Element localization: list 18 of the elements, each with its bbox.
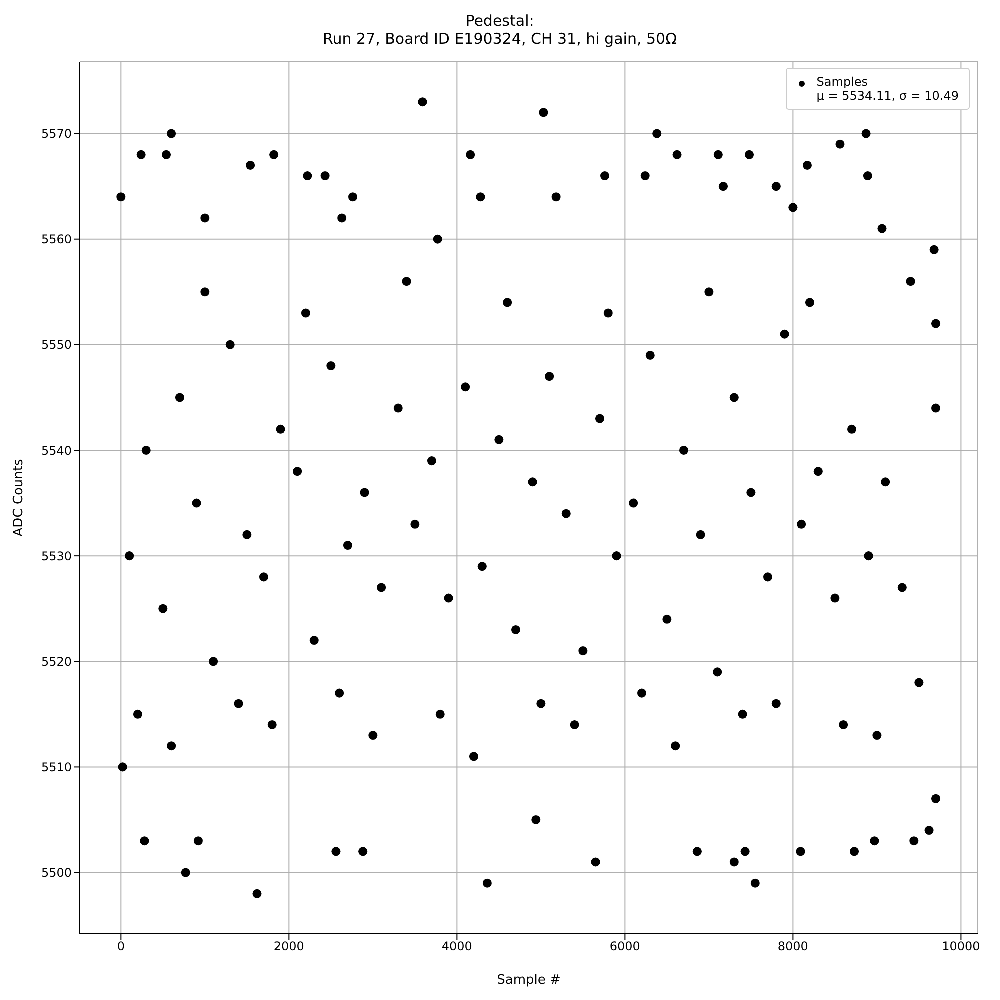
legend-label: Samples μ = 5534.11, σ = 10.49	[816, 75, 959, 103]
y-tick-label: 5520	[41, 654, 72, 669]
y-tick-label: 5570	[41, 127, 72, 142]
y-tick-label: 5550	[41, 338, 72, 352]
y-tick-label: 5500	[41, 866, 72, 880]
x-tick-label: 8000	[778, 940, 808, 954]
x-tick-label: 6000	[610, 940, 640, 954]
y-tick-label: 5560	[41, 232, 72, 247]
x-tick-label: 4000	[442, 940, 472, 954]
x-tick-label: 10000	[942, 940, 980, 954]
y-axis-title: ADC Counts	[12, 459, 27, 537]
x-tick-label: 2000	[274, 940, 304, 954]
chart-title: Pedestal: Run 27, Board ID E190324, CH 31, hi gain, 50Ω	[322, 11, 678, 50]
y-tick-label: 5530	[41, 549, 72, 564]
x-tick-label: 0	[117, 940, 125, 954]
y-tick-label: 5540	[41, 444, 72, 458]
x-axis-title: Sample #	[497, 973, 561, 988]
y-tick-label: 5510	[41, 760, 72, 774]
